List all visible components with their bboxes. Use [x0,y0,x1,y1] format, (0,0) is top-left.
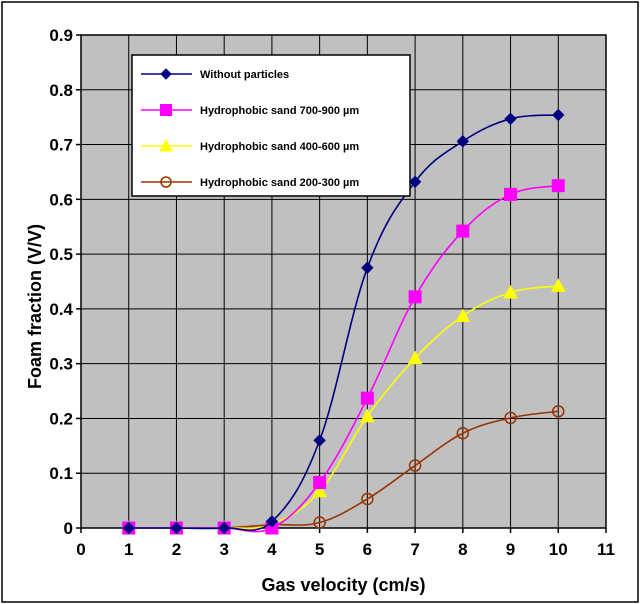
series-1 [122,108,565,535]
y-tick-label: 0.1 [49,464,73,483]
series-layer [121,108,566,535]
y-tick-label: 0.6 [49,190,73,209]
legend-entry: Hydrophobic sand 200-300 µm [141,176,359,189]
point-marker [504,187,518,201]
point-marker [312,483,327,498]
point-marker [160,104,172,116]
y-tick-label: 0.3 [49,355,73,374]
x-tick-label: 8 [458,540,467,559]
point-marker [504,411,517,425]
point-marker [360,391,374,405]
point-marker [265,515,279,528]
plot-border [80,34,607,529]
legend-label: Without particles [200,69,289,81]
y-tick-label: 0.4 [49,300,73,319]
point-marker [170,521,183,535]
x-axis-title: Gas velocity (cm/s) [261,575,425,595]
legend-entry: Hydrophobic sand 700-900 µm [141,104,359,117]
point-marker [313,434,326,447]
x-tick-label: 0 [76,540,85,559]
point-marker [407,350,423,365]
x-tick-label: 4 [267,540,277,559]
point-marker [550,278,566,292]
y-tick-label: 0.7 [49,136,73,155]
legend-entry: Hydrophobic sand 400-600 µm [141,138,359,153]
point-marker [360,408,375,423]
x-tick-label: 2 [172,540,181,559]
legend-box [131,54,411,197]
point-marker [552,108,565,122]
point-marker [361,261,374,275]
x-tick-label: 1 [124,540,133,559]
legend-label: Hydrophobic sand 400-600 µm [200,141,359,153]
axis-ticks: 0 1 2 3 4 5 6 7 8 9 10 11 0 0.1 0.2 0.3 0.4 0.5 0.6 0.7 0.8 0… [49,26,615,559]
y-tick-label: 0.8 [49,81,73,100]
legend-label: Hydrophobic sand 700-900 µm [200,105,359,117]
point-marker [313,516,326,529]
y-tick-label: 0.9 [49,26,73,45]
point-marker [456,224,470,238]
x-tick-label: 5 [315,540,324,559]
point-marker [408,175,422,189]
x-tick-label: 7 [410,540,419,559]
point-marker [408,459,422,472]
legend-entry: Without particles [141,68,289,81]
legend: Without particles Hydrophobic sand 700-90… [131,54,411,197]
point-marker [552,405,565,418]
point-marker [361,492,374,506]
series-line [128,114,559,531]
point-marker [456,426,470,440]
point-marker [408,290,422,304]
y-tick-label: 0.2 [49,409,73,428]
point-marker [503,284,518,299]
point-marker [160,176,172,188]
x-tick-label: 9 [506,540,515,559]
x-tick-label: 6 [363,540,372,559]
point-marker [159,138,173,152]
point-marker [122,521,135,535]
point-marker [455,308,471,323]
point-marker [551,179,565,193]
y-tick-label: 0.5 [49,245,73,264]
point-marker [160,68,172,80]
y-axis-title: Foam fraction (V/V) [25,224,45,389]
legend-label: Hydrophobic sand 200-300 µm [200,177,359,189]
x-tick-label: 10 [549,540,568,559]
point-marker [217,521,231,535]
point-marker [313,476,327,490]
y-tick-label: 0 [64,519,73,538]
x-tick-label: 3 [219,540,228,559]
x-tick-label: 11 [597,540,615,559]
point-marker [504,112,517,126]
point-marker [456,135,470,148]
